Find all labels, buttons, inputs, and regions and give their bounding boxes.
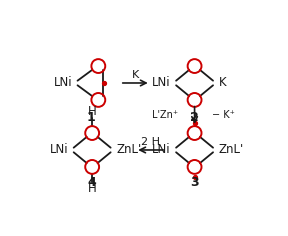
Text: − K⁺: − K⁺ xyxy=(211,110,234,120)
Text: 1: 1 xyxy=(86,111,95,124)
Text: 2 H: 2 H xyxy=(141,136,160,147)
Text: 3: 3 xyxy=(190,176,199,189)
Text: 2: 2 xyxy=(190,111,199,124)
Text: 4: 4 xyxy=(88,176,96,189)
Text: LNi: LNi xyxy=(152,143,171,156)
Text: K: K xyxy=(132,70,139,80)
Text: H: H xyxy=(88,182,96,195)
Text: LNi: LNi xyxy=(54,76,73,89)
Text: L'Zn⁺: L'Zn⁺ xyxy=(151,110,178,120)
Text: ZnL': ZnL' xyxy=(218,143,244,156)
Text: LNi: LNi xyxy=(152,76,171,89)
Text: H: H xyxy=(88,105,96,118)
Text: LNi: LNi xyxy=(50,143,68,156)
Text: K: K xyxy=(218,76,226,89)
Text: ZnL': ZnL' xyxy=(116,143,141,156)
